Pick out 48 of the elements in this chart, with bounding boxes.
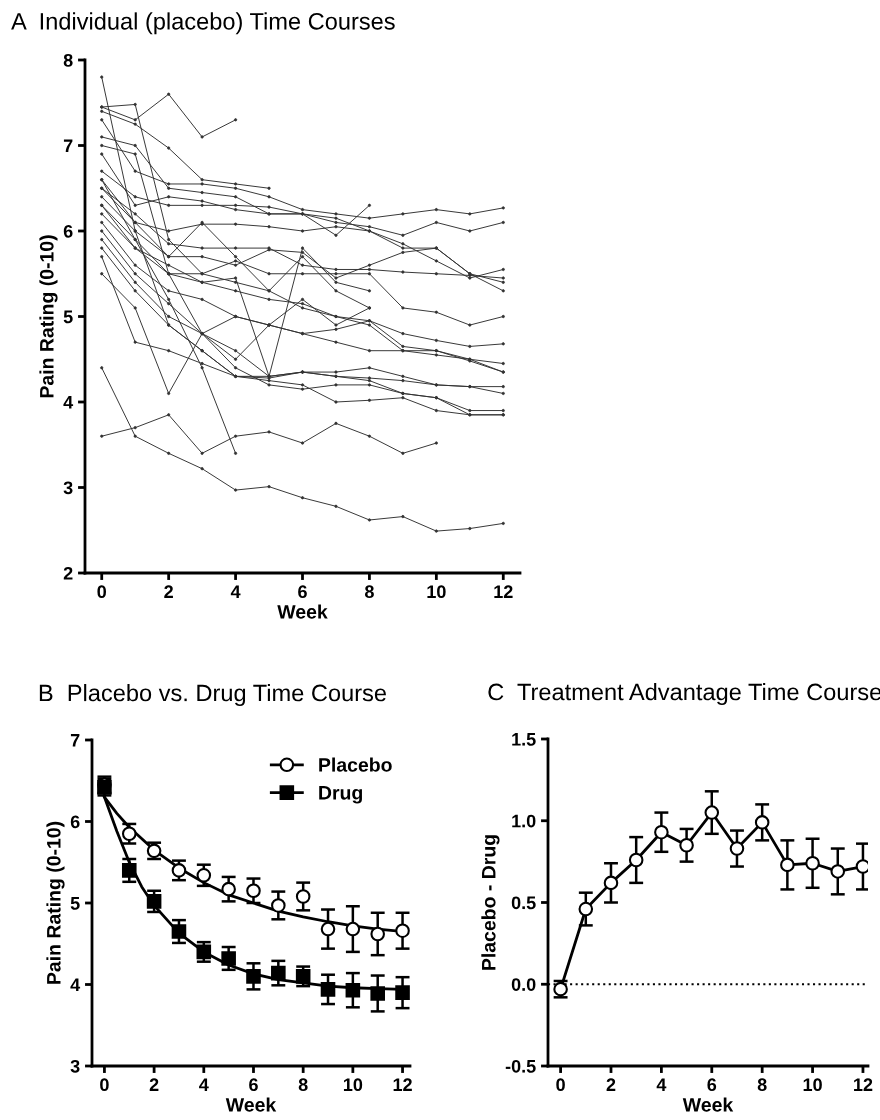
x-tick-label: 12	[393, 1078, 412, 1091]
y-tick-label: 5	[63, 310, 73, 324]
x-tick-label: 10	[803, 1078, 822, 1092]
y-tick-label: 6	[63, 224, 73, 238]
y-tick-label: 7	[70, 734, 80, 747]
y-tick-label: 8	[63, 53, 73, 67]
y-tick-label: 4	[70, 978, 81, 992]
x-tick-label: 0	[100, 1078, 109, 1092]
y-axis-title: Placebo - Drug	[481, 835, 500, 970]
y-axis-title: Pain Rating (0-10)	[46, 821, 65, 984]
y-tick-label: -0.5	[505, 1059, 536, 1073]
x-tick-label: 10	[427, 585, 446, 599]
y-tick-label: 0.5	[511, 896, 536, 910]
x-axis-title: Week	[225, 1097, 277, 1112]
chart-title: B Placebo vs. Drug Time Course	[39, 684, 386, 707]
x-tick-label: 6	[249, 1078, 258, 1092]
y-axis-title: Pain Rating (0-10)	[39, 235, 58, 398]
y-tick-label: 2	[63, 566, 73, 580]
x-tick-label: 12	[494, 585, 513, 598]
y-tick-label: 3	[63, 481, 73, 495]
x-tick-label: 8	[757, 1078, 767, 1092]
x-tick-label: 4	[199, 1078, 209, 1091]
chart-title: A Individual (placebo) Time Courses	[11, 12, 395, 35]
x-tick-label: 2	[606, 1078, 616, 1091]
y-tick-label: 3	[70, 1059, 80, 1073]
y-tick-label: 6	[70, 815, 80, 829]
legend-label: Placebo	[319, 757, 392, 772]
x-axis-title: Week	[682, 1097, 734, 1112]
y-tick-label: 1.5	[512, 733, 536, 746]
y-tick-label: 1.0	[512, 814, 536, 828]
x-tick-label: 2	[164, 585, 173, 598]
x-tick-label: 10	[343, 1078, 363, 1092]
x-tick-label: 12	[854, 1078, 873, 1091]
y-tick-label: 5	[70, 897, 80, 910]
y-tick-label: 4	[63, 396, 74, 409]
x-tick-label: 6	[298, 585, 307, 599]
x-tick-label: 4	[656, 1078, 667, 1091]
x-axis-title: Week	[277, 604, 328, 619]
x-tick-label: 2	[149, 1078, 159, 1091]
y-tick-label: 7	[63, 139, 73, 153]
x-tick-label: 6	[707, 1078, 717, 1092]
y-tick-label: 0.0	[511, 978, 536, 991]
x-tick-label: 8	[364, 585, 374, 599]
x-tick-label: 0	[556, 1078, 565, 1092]
legend-label: Drug	[319, 786, 362, 804]
x-tick-label: 0	[97, 585, 107, 599]
x-tick-label: 4	[230, 585, 241, 598]
x-tick-label: 8	[298, 1078, 308, 1092]
